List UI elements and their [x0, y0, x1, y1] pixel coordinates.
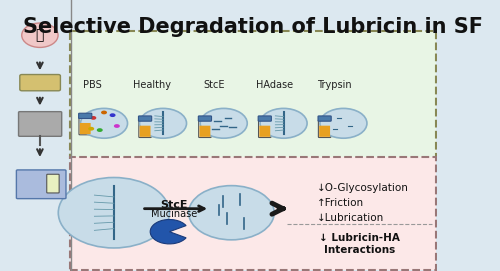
FancyBboxPatch shape: [139, 120, 151, 137]
FancyBboxPatch shape: [20, 75, 60, 91]
Text: HAdase: HAdase: [256, 80, 292, 90]
FancyBboxPatch shape: [258, 120, 271, 137]
Text: ↑Friction: ↑Friction: [317, 198, 364, 208]
Circle shape: [80, 108, 128, 138]
FancyBboxPatch shape: [70, 157, 436, 270]
Text: ↓Lubrication: ↓Lubrication: [317, 213, 384, 223]
Circle shape: [320, 108, 367, 138]
FancyBboxPatch shape: [46, 174, 59, 193]
FancyBboxPatch shape: [79, 117, 92, 135]
Circle shape: [260, 108, 307, 138]
Text: StcE: StcE: [204, 80, 225, 90]
Text: Selective Degradation of Lubricin in SF: Selective Degradation of Lubricin in SF: [23, 17, 483, 37]
Text: Mucinase: Mucinase: [150, 209, 197, 219]
FancyBboxPatch shape: [318, 120, 331, 137]
Circle shape: [200, 108, 247, 138]
FancyBboxPatch shape: [140, 126, 150, 137]
FancyBboxPatch shape: [18, 112, 62, 136]
Circle shape: [114, 124, 120, 128]
FancyBboxPatch shape: [198, 120, 211, 137]
FancyBboxPatch shape: [9, 0, 71, 271]
Text: ↓ Lubricin-HA
Interactions: ↓ Lubricin-HA Interactions: [319, 233, 400, 255]
Text: StcE: StcE: [160, 200, 188, 209]
Wedge shape: [150, 220, 186, 244]
FancyBboxPatch shape: [200, 126, 210, 137]
FancyBboxPatch shape: [198, 116, 211, 121]
Circle shape: [140, 108, 186, 138]
Text: ↓O-Glycosylation: ↓O-Glycosylation: [317, 183, 409, 193]
FancyBboxPatch shape: [70, 31, 436, 159]
Circle shape: [101, 111, 107, 114]
Text: Healthy: Healthy: [134, 80, 172, 90]
FancyBboxPatch shape: [258, 116, 272, 121]
FancyBboxPatch shape: [78, 113, 92, 118]
FancyBboxPatch shape: [319, 126, 330, 137]
Circle shape: [88, 127, 94, 131]
FancyBboxPatch shape: [138, 116, 151, 121]
Circle shape: [97, 128, 102, 132]
Text: 🦴: 🦴: [36, 28, 44, 42]
Circle shape: [90, 116, 96, 120]
Text: Trypsin: Trypsin: [316, 80, 352, 90]
Ellipse shape: [22, 23, 58, 47]
FancyBboxPatch shape: [260, 126, 270, 137]
Circle shape: [188, 186, 274, 240]
FancyBboxPatch shape: [80, 123, 90, 134]
FancyBboxPatch shape: [318, 116, 331, 121]
Circle shape: [58, 178, 170, 248]
FancyBboxPatch shape: [16, 170, 66, 199]
Circle shape: [110, 113, 116, 117]
Text: PBS: PBS: [83, 80, 102, 90]
